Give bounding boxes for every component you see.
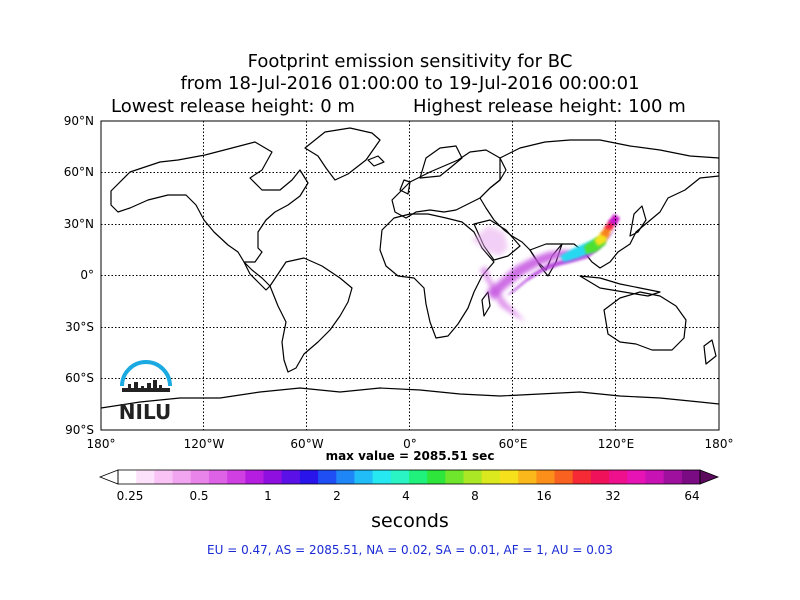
colorbar-segment bbox=[554, 470, 574, 484]
greenland-outline bbox=[304, 127, 381, 181]
logo-arc bbox=[120, 360, 172, 387]
colorbar-tick-64: 64 bbox=[684, 489, 700, 503]
colorbar-tick-2: 2 bbox=[333, 489, 341, 503]
footprint-trail bbox=[506, 226, 618, 296]
max-value-label: max value = 2085.51 sec bbox=[325, 449, 495, 463]
colorbar-segment bbox=[354, 470, 374, 484]
colorbar-segment bbox=[118, 470, 137, 484]
footprint-faint-haze bbox=[472, 226, 508, 256]
colorbar-segment bbox=[299, 470, 319, 484]
lat-label-30s: 30°S bbox=[65, 320, 94, 334]
australia-outline bbox=[603, 291, 687, 351]
colorbar-tick-0.5: 0.5 bbox=[189, 489, 209, 503]
lon-label-120w: 120°W bbox=[183, 437, 225, 451]
colorbar-segment bbox=[172, 470, 192, 484]
colorbar-segment bbox=[590, 470, 610, 484]
colorbar-segment bbox=[318, 470, 337, 484]
colorbar-segment bbox=[336, 470, 355, 484]
chart-title-line1: Footprint emission sensitivity for BC bbox=[247, 51, 573, 72]
colorbar-segment bbox=[445, 470, 465, 484]
antarctica-outline bbox=[101, 387, 719, 409]
region-stats: EU = 0.47, AS = 2085.51, NA = 0.02, SA =… bbox=[207, 543, 613, 557]
new-zealand-outline bbox=[703, 339, 717, 365]
lat-label-0: 0° bbox=[80, 268, 94, 282]
south-america-outline bbox=[269, 257, 353, 373]
map-frame bbox=[100, 120, 720, 431]
colorbar-segment bbox=[645, 470, 665, 484]
colorbar-segment bbox=[481, 470, 501, 484]
japan-outline bbox=[629, 205, 647, 237]
lon-label-180e: 180° bbox=[704, 437, 734, 451]
lon-label-60e: 60°E bbox=[498, 437, 528, 451]
colorbar-segment bbox=[245, 470, 264, 484]
colorbar-frame bbox=[117, 469, 701, 485]
lat-label-30n: 30°N bbox=[63, 217, 94, 231]
colorbar-segment bbox=[390, 470, 410, 484]
highest-release-height: Highest release height: 100 m bbox=[413, 96, 686, 117]
colorbar-tick-16: 16 bbox=[536, 489, 552, 503]
madagascar-outline bbox=[481, 291, 491, 317]
colorbar-tick-8: 8 bbox=[471, 489, 479, 503]
logo-text: NILU bbox=[119, 400, 171, 424]
colorbar-segment bbox=[190, 470, 210, 484]
colorbar-segment bbox=[518, 470, 537, 484]
footprint-peak bbox=[608, 214, 620, 226]
lowest-release-height: Lowest release height: 0 m bbox=[111, 96, 355, 117]
map-area bbox=[101, 121, 719, 430]
colorbar-tick-0.25: 0.25 bbox=[116, 489, 144, 503]
colorbar-segment bbox=[136, 470, 155, 484]
lat-label-60n: 60°N bbox=[63, 165, 94, 179]
chart-title-line2: from 18-Jul-2016 01:00:00 to 19-Jul-2016… bbox=[180, 73, 640, 94]
colorbar-extend-max bbox=[699, 469, 720, 485]
colorbar-segment bbox=[536, 470, 555, 484]
colorbar-segment bbox=[609, 470, 628, 484]
emission-footprint bbox=[472, 214, 620, 322]
lon-label-120e: 120°E bbox=[597, 437, 635, 451]
colorbar-segment bbox=[208, 470, 228, 484]
colorbar-tick-32: 32 bbox=[605, 489, 621, 503]
colorbar-segment bbox=[427, 470, 446, 484]
lat-label-60s: 60°S bbox=[65, 371, 94, 385]
lon-label-0: 0° bbox=[403, 437, 417, 451]
indonesia-outline bbox=[579, 275, 661, 297]
scandinavia-outline bbox=[419, 145, 463, 179]
central-america-outline bbox=[243, 261, 271, 291]
colorbar-tick-4: 4 bbox=[402, 489, 410, 503]
graticule bbox=[101, 121, 719, 430]
colorbar-segment bbox=[681, 470, 701, 484]
iceland-outline bbox=[367, 155, 385, 167]
africa-outline bbox=[379, 213, 495, 339]
lat-label-90n: 90°N bbox=[63, 114, 94, 128]
colorbar-segment bbox=[499, 470, 519, 484]
colorbar-segment bbox=[154, 470, 174, 484]
lat-label-90s: 90°S bbox=[65, 423, 94, 437]
colorbar-extend-min bbox=[98, 469, 119, 485]
colorbar-segment bbox=[372, 470, 392, 484]
colorbar-segment bbox=[409, 470, 428, 484]
europe-outline bbox=[391, 149, 507, 219]
north-america-outline bbox=[110, 141, 309, 263]
colorbar-segment bbox=[627, 470, 646, 484]
colorbar bbox=[98, 469, 720, 485]
colorbar-segment bbox=[463, 470, 483, 484]
nilu-logo: NILU bbox=[119, 360, 172, 424]
asia-outline bbox=[479, 139, 719, 271]
logo-skyline bbox=[122, 380, 170, 392]
colorbar-segment bbox=[281, 470, 301, 484]
colorbar-segment bbox=[663, 470, 683, 484]
footprint-arc-west bbox=[480, 266, 526, 322]
colorbar-label: seconds bbox=[371, 510, 449, 532]
colorbar-segment bbox=[572, 470, 592, 484]
colorbar-segment bbox=[263, 470, 283, 484]
lon-label-180w: 180° bbox=[86, 437, 116, 451]
colorbar-tick-1: 1 bbox=[264, 489, 272, 503]
lon-label-60w: 60°W bbox=[290, 437, 324, 451]
colorbar-segment bbox=[227, 470, 246, 484]
